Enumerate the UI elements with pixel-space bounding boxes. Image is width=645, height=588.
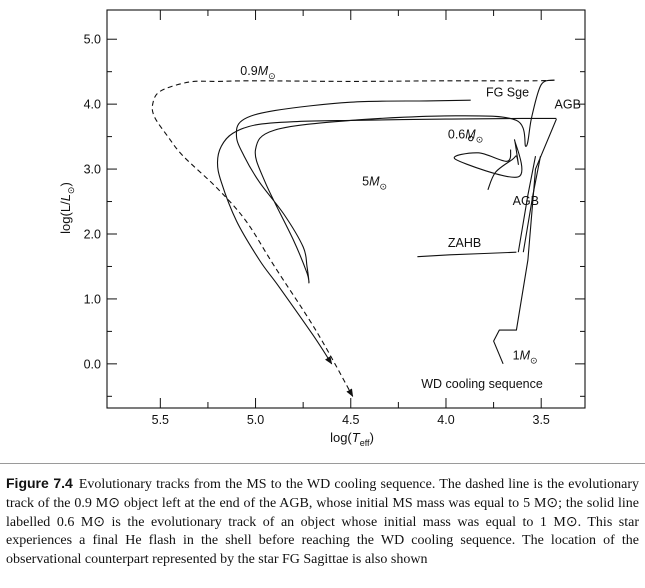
track-5m [453, 139, 523, 191]
y-axis-title: log(L/L⊙) [58, 182, 76, 234]
annotation-agb: AGB [555, 98, 581, 112]
annotation-0-6m: 0.6M⊙ [448, 128, 483, 145]
annotation-wd-cooling-sequence: WD cooling sequence [421, 377, 543, 391]
x-tick-label: 4.0 [437, 413, 454, 427]
y-tick-label: 2.0 [84, 227, 101, 241]
track-1m [493, 118, 557, 365]
x-tick-label: 5.5 [152, 413, 169, 427]
track-0-9m [151, 79, 555, 397]
track-fg-sge-loop [235, 79, 555, 284]
track-layer [151, 79, 557, 397]
annotation-agb: AGB [513, 194, 539, 208]
x-axis-title: log(Teff) [330, 430, 374, 448]
track-zahb [417, 251, 517, 258]
track-small-loop [468, 135, 474, 142]
annotation-fg-sge: FG Sge [486, 85, 529, 99]
y-tick-label: 1.0 [84, 292, 101, 306]
x-tick-label: 4.5 [342, 413, 359, 427]
figure-caption-text: Evolutionary tracks from the MS to the W… [6, 477, 639, 568]
figure-label: Figure 7.4 [6, 475, 73, 491]
y-tick-label: 4.0 [84, 98, 101, 112]
track-agb [517, 155, 537, 253]
track-0-6m [216, 117, 557, 365]
x-tick-label: 3.5 [533, 413, 550, 427]
hr-diagram: 5.5 5.0 4.5 4.0 3.5 5.0 4.0 3.0 2.0 1.0 0.0 0.9M⊙ F… [58, 9, 586, 448]
y-tick-label: 5.0 [84, 33, 101, 47]
y-tick-label: 3.0 [84, 163, 101, 177]
y-tick-label: 0.0 [84, 357, 101, 371]
track-agb-strand [522, 155, 542, 253]
figure-caption: Figure 7.4 Evolutionary tracks from the M… [6, 474, 639, 570]
plot-frame [106, 9, 586, 409]
annotation-1m: 1M⊙ [513, 348, 538, 365]
annotation-0-9m: 0.9M⊙ [240, 64, 275, 81]
caption-separator [0, 463, 645, 464]
x-tick-label: 5.0 [247, 413, 264, 427]
tick-layer: 5.5 5.0 4.5 4.0 3.5 5.0 4.0 3.0 2.0 1.0 0.0 [84, 10, 585, 427]
annotation-5m: 5M⊙ [362, 174, 387, 191]
annotation-layer: 0.9M⊙ FG Sge AGB 0.6M⊙ 5M⊙ AGB ZAHB 1M⊙ WD cooli… [240, 64, 581, 391]
annotation-zahb: ZAHB [448, 236, 481, 250]
